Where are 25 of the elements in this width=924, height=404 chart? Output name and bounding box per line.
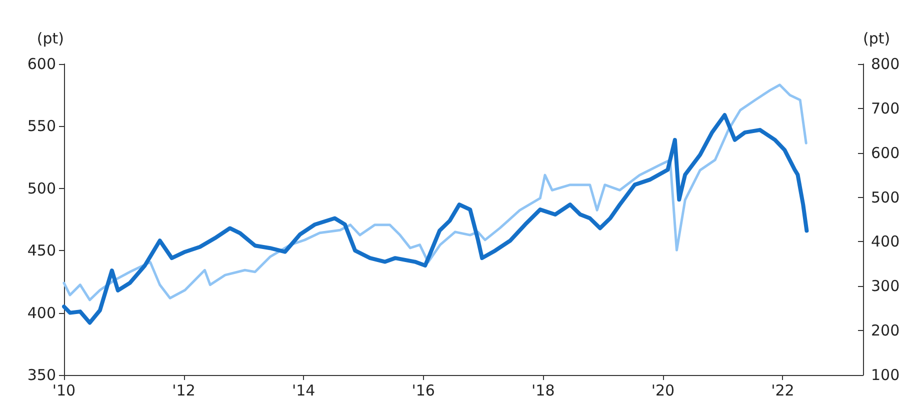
y2-tick-label: 800	[871, 55, 900, 73]
x-tick-label: '18	[532, 382, 555, 400]
x-tick-label: '10	[52, 382, 76, 400]
y2-tick-label: 300	[871, 277, 900, 296]
x-tick-label: '12	[172, 382, 196, 400]
y-axis-title: (pt)	[36, 30, 64, 48]
y-tick-label: 350	[27, 366, 56, 384]
y2-tick-label: 700	[871, 99, 900, 118]
y-tick-label: 550	[27, 117, 56, 136]
x-tick-label: '22	[771, 382, 794, 400]
y-tick-label: 400	[27, 304, 56, 322]
y2-axis-title: (pt)	[863, 30, 890, 48]
y-tick-label: 600	[27, 55, 56, 73]
y2-tick-label: 200	[871, 322, 900, 340]
x-tick-label: '16	[412, 382, 435, 400]
x-tick-label: '20	[651, 382, 675, 400]
x-tick-label: '14	[292, 382, 316, 400]
y2-tick-label: 400	[871, 232, 900, 251]
y2-tick-label: 100	[871, 366, 900, 384]
line-series	[62, 113, 809, 325]
y2-tick-label: 500	[871, 188, 900, 206]
y-tick-label: 450	[27, 242, 56, 260]
y-tick-label: 500	[27, 179, 56, 198]
line-series	[62, 84, 808, 302]
y2-tick-label: 600	[871, 144, 900, 162]
